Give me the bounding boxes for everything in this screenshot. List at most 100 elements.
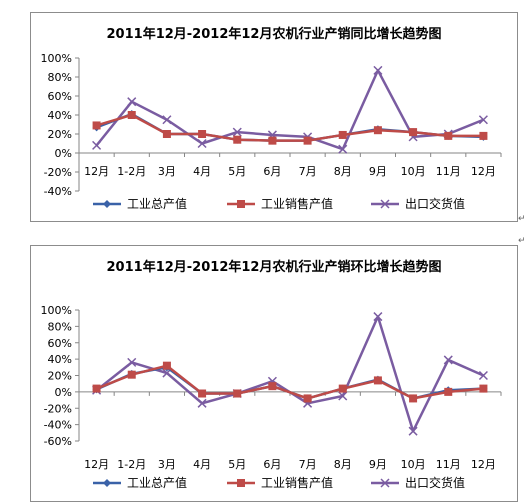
- x-tick-label: 9月: [369, 165, 387, 178]
- data-point: [408, 426, 418, 436]
- y-tick-label: 80%: [48, 71, 72, 84]
- y-tick-label: 0%: [55, 147, 72, 160]
- data-point-stroke: [162, 115, 172, 125]
- y-tick-label: 20%: [48, 370, 72, 383]
- data-point: [268, 136, 277, 145]
- data-point-stroke: [478, 115, 488, 125]
- x-tick-label: 12月: [84, 165, 109, 178]
- legend-label: 出口交货值: [405, 475, 465, 490]
- legend-label: 工业总产值: [127, 475, 187, 490]
- y-tick-label: 60%: [48, 90, 72, 103]
- data-point-stroke: [232, 127, 242, 137]
- x-tick-label: 1-2月: [117, 165, 146, 178]
- data-point: [127, 97, 137, 107]
- data-point: [380, 199, 390, 209]
- y-tick-label: -60%: [44, 435, 72, 448]
- data-point: [478, 370, 488, 381]
- data-point-stroke: [380, 478, 390, 488]
- data-point: [373, 376, 382, 385]
- x-tick-label: 10月: [401, 458, 426, 471]
- x-tick-label: 8月: [334, 165, 352, 178]
- data-point: [373, 312, 383, 322]
- x-tick-label: 9月: [369, 458, 387, 471]
- data-point-stroke: [92, 140, 102, 150]
- data-point: [268, 382, 277, 391]
- paragraph-mark: ↵: [518, 236, 526, 246]
- data-point: [197, 138, 207, 149]
- data-point: [162, 115, 172, 125]
- x-tick-label: 11月: [436, 458, 461, 471]
- x-tick-label: 3月: [158, 165, 176, 178]
- data-point: [233, 135, 242, 144]
- data-point-stroke: [127, 97, 137, 107]
- data-point-stroke: [373, 65, 383, 75]
- y-tick-label: 60%: [48, 337, 72, 350]
- x-tick-label: 8月: [334, 458, 352, 471]
- data-point: [443, 355, 453, 365]
- legend-label: 工业销售产值: [261, 196, 333, 211]
- data-point: [338, 391, 348, 401]
- data-point: [303, 394, 312, 403]
- chart-title: 2011年12月-2012年12月农机行业产销环比增长趋势图: [107, 259, 442, 275]
- data-point: [103, 479, 111, 487]
- data-point: [197, 398, 207, 408]
- x-tick-label: 4月: [193, 165, 211, 178]
- x-tick-label: 10月: [401, 165, 426, 178]
- x-tick-label: 3月: [158, 458, 176, 471]
- data-point: [409, 128, 418, 137]
- x-tick-label: 1-2月: [117, 458, 146, 471]
- data-point: [103, 200, 111, 208]
- y-tick-label: -40%: [44, 419, 72, 432]
- data-point: [478, 115, 488, 125]
- data-point: [479, 131, 488, 140]
- data-point-stroke: [408, 426, 418, 436]
- data-point: [198, 130, 207, 138]
- data-point: [127, 370, 136, 379]
- data-point: [92, 384, 101, 393]
- y-tick-label: 40%: [48, 353, 72, 366]
- data-point: [92, 121, 101, 130]
- chart-svg: 2011年12月-2012年12月农机行业产销同比增长趋势图 100% 80% 60%…: [41, 26, 502, 211]
- x-tick-label: 7月: [299, 458, 317, 471]
- paragraph-mark: ↵: [518, 214, 526, 224]
- y-tick-label: 20%: [48, 128, 72, 141]
- data-point: [303, 136, 312, 145]
- x-tick-label: 5月: [228, 458, 246, 471]
- y-tick-label: 40%: [48, 109, 72, 122]
- chart-mom: 2011年12月-2012年12月农机行业产销环比增长趋势图 100% 80% 60%…: [30, 245, 518, 502]
- x-tick-label: 6月: [263, 458, 281, 471]
- data-point: [92, 140, 102, 150]
- y-tick-label: 80%: [48, 320, 72, 333]
- data-point: [162, 361, 171, 370]
- chart-svg: 2011年12月-2012年12月农机行业产销环比增长趋势图 100% 80% 60%…: [41, 259, 502, 490]
- data-point-stroke: [443, 355, 453, 365]
- data-point-stroke: [127, 357, 137, 367]
- x-tick-label: 5月: [228, 165, 246, 178]
- data-point: [233, 389, 242, 398]
- data-point-stroke: [380, 199, 390, 209]
- series-line: [95, 315, 484, 433]
- x-tick-label: 11月: [436, 165, 461, 178]
- y-tick-label: -40%: [44, 185, 72, 198]
- data-point: [237, 200, 245, 208]
- data-point: [338, 130, 347, 139]
- data-point-stroke: [197, 398, 207, 408]
- data-point-stroke: [478, 370, 488, 381]
- data-point: [338, 384, 347, 393]
- y-tick-label: -20%: [44, 166, 72, 179]
- series-line: [96, 113, 484, 142]
- data-point: [373, 126, 382, 135]
- data-point: [127, 357, 137, 367]
- data-point: [444, 131, 453, 140]
- data-point: [198, 389, 207, 398]
- data-point: [338, 144, 348, 154]
- data-point-stroke: [338, 144, 348, 154]
- data-point-stroke: [338, 391, 348, 401]
- data-point: [237, 479, 245, 487]
- data-point: [232, 127, 242, 137]
- data-point: [479, 384, 488, 393]
- series-line: [95, 69, 484, 151]
- x-tick-label: 12月: [471, 165, 496, 178]
- series-line: [96, 364, 484, 400]
- data-point-stroke: [373, 312, 383, 322]
